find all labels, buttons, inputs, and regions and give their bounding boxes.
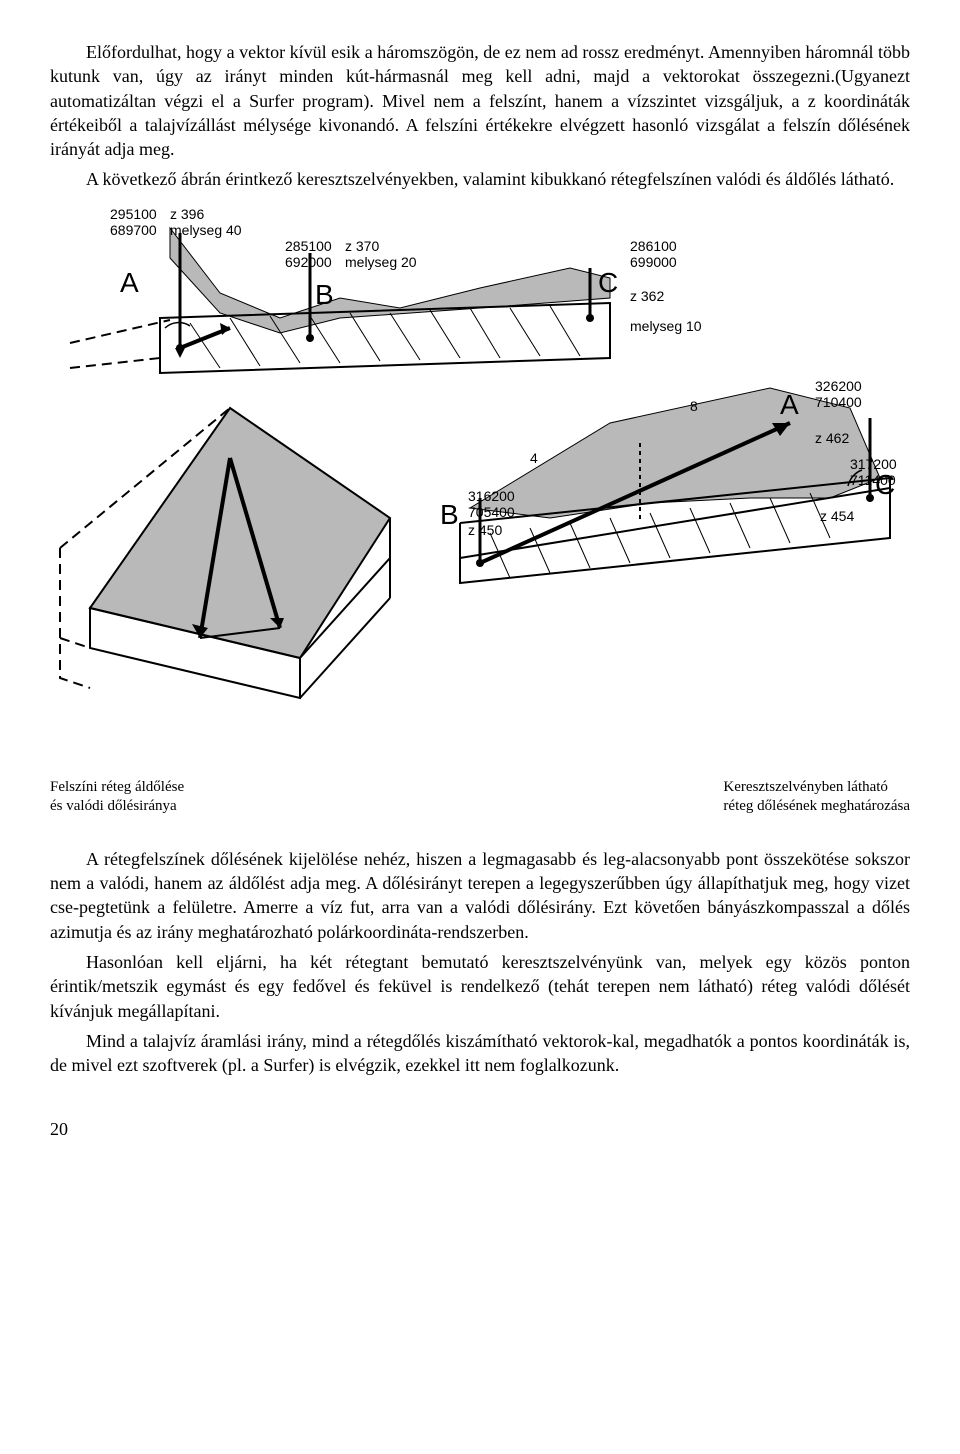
paragraph-2: A következő ábrán érintkező keresztszelv… (50, 167, 910, 191)
diagram: 295100 689700 z 396 melyseg 40 A 285100 … (50, 198, 910, 768)
caption-right-line2: réteg dőlésének meghatározása (723, 798, 910, 814)
paragraph-4: Hasonlóan kell eljárni, ha két rétegtant… (50, 950, 910, 1023)
label-p6a: 316200 (468, 488, 515, 505)
caption-left-line2: és valódi dőlésiránya (50, 798, 177, 814)
label-B1: B (315, 278, 334, 312)
label-p6b: 705400 (468, 504, 515, 521)
caption-right-line1: Keresztszelvényben látható (723, 779, 888, 795)
label-A1: A (120, 266, 139, 300)
label-p1a: 295100 (110, 206, 157, 223)
label-p3z: z 362 (630, 288, 664, 305)
label-p2a: 285100 (285, 238, 332, 255)
label-C1: C (598, 266, 618, 300)
caption-left: Felszíni réteg áldőlése és valódi dőlési… (50, 778, 184, 817)
label-A2: A (780, 388, 799, 422)
caption-left-line1: Felszíni réteg áldőlése (50, 779, 184, 795)
label-B2: B (440, 498, 459, 532)
label-p4b: 710400 (815, 394, 862, 411)
paragraph-5: Mind a talajvíz áramlási irány, mind a r… (50, 1029, 910, 1078)
label-p4a: 326200 (815, 378, 862, 395)
label-n4: 4 (530, 450, 538, 467)
label-p1m: melyseg 40 (170, 222, 242, 239)
label-p5a: 317200 (850, 456, 897, 473)
label-p2b: 692000 (285, 254, 332, 271)
caption-row: Felszíni réteg áldőlése és valódi dőlési… (50, 778, 910, 817)
page-number: 20 (50, 1117, 910, 1141)
paragraph-3: A rétegfelszínek dőlésének kijelölése ne… (50, 847, 910, 944)
label-p3b: 699000 (630, 254, 677, 271)
label-p1b: 689700 (110, 222, 157, 239)
label-p4z: z 462 (815, 430, 849, 447)
label-p5b: 711400 (850, 472, 896, 489)
label-p1z: z 396 (170, 206, 204, 223)
label-p3a: 286100 (630, 238, 677, 255)
label-p3m: melyseg 10 (630, 318, 702, 335)
paragraph-1: Előfordulhat, hogy a vektor kívül esik a… (50, 40, 910, 161)
label-p2m: melyseg 20 (345, 254, 417, 271)
caption-right: Keresztszelvényben látható réteg dőlésén… (723, 778, 910, 817)
label-p2z: z 370 (345, 238, 379, 255)
label-p5z: z 454 (820, 508, 854, 525)
diagram-svg (50, 198, 910, 768)
label-p6z: z 450 (468, 522, 502, 539)
label-n8: 8 (690, 398, 698, 415)
